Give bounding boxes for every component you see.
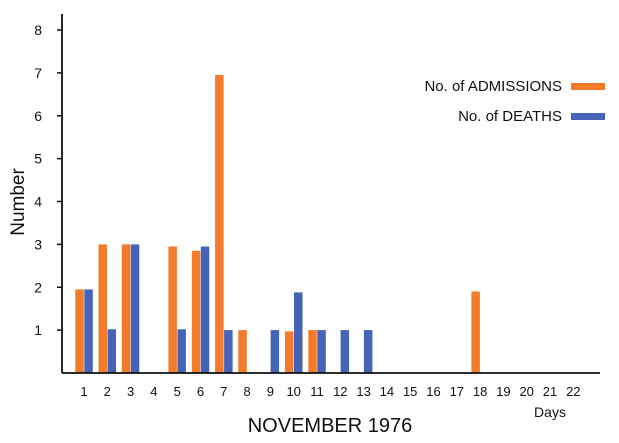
legend-swatch [571,113,605,120]
y-tick-label: 5 [34,151,42,167]
legend-label: No. of ADMISSIONS [424,78,562,95]
x-tick-label: 8 [243,384,250,399]
bar-admissions [75,289,84,373]
x-tick-label: 9 [267,384,274,399]
bar-deaths [130,244,140,373]
y-tick-label: 3 [34,236,42,252]
legend-swatch [571,83,605,90]
x-axis-label: NOVEMBER 1976 [248,415,413,437]
bar-admissions [471,291,480,373]
x-tick-label: 11 [310,384,324,399]
x-tick-label: 7 [220,384,227,399]
bar-deaths [270,330,280,373]
x-tick-label: 21 [543,384,557,399]
bar-deaths [224,330,233,373]
bar-deaths [294,292,303,373]
bar-deaths [363,330,373,373]
x-tick-label: 4 [150,384,157,399]
x-tick-label: 1 [80,384,87,399]
x-tick-label: 14 [380,384,394,399]
y-tick-label: 4 [34,194,42,210]
x-unit-label: Days [534,404,566,420]
bar-admissions [168,246,177,373]
x-tick-label: 5 [174,384,181,399]
bar-deaths [177,329,186,373]
bar-admissions [238,330,247,373]
bar-deaths [200,246,210,373]
x-tick-label: 20 [519,384,533,399]
x-tick-label: 15 [403,384,417,399]
x-tick-label: 19 [496,384,510,399]
bar-admissions [285,331,294,373]
y-tick-label: 2 [34,279,42,295]
y-tick-label: 8 [34,22,42,38]
bar-admissions [98,244,107,373]
x-tick-label: 3 [127,384,134,399]
y-tick-label: 6 [34,108,42,124]
x-tick-label: 18 [473,384,487,399]
legend: No. of ADMISSIONS No. of DEATHS [424,78,605,125]
bar-admissions [121,244,131,373]
y-axis-label: Number [8,168,29,236]
bar-deaths [84,289,93,373]
x-tick-label: 17 [450,384,464,399]
y-tick-label: 1 [34,322,42,338]
x-tick-label: 12 [333,384,347,399]
bar-admissions [308,330,317,373]
x-tick-label: 22 [566,384,580,399]
x-tick-label: 10 [286,384,300,399]
bar-deaths [107,329,116,373]
bar-admissions [215,75,224,373]
legend-label: No. of DEATHS [458,108,562,125]
x-tick-label: 2 [104,384,111,399]
x-tick-label: 6 [197,384,204,399]
axes-layer [57,14,600,374]
bar-admissions [191,250,201,373]
x-tick-label: 13 [356,384,370,399]
x-tick-label: 16 [426,384,440,399]
bars-layer [75,75,480,373]
y-tick-label: 7 [34,65,42,81]
bar-deaths [340,330,350,373]
bar-deaths [317,330,326,373]
